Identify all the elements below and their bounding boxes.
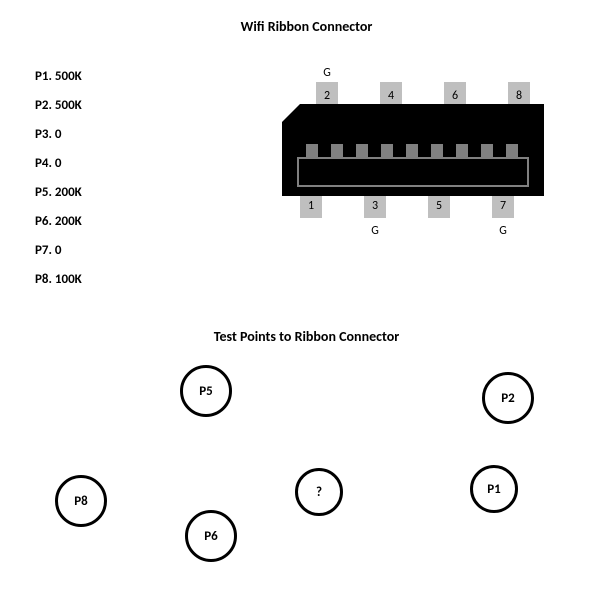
title-wifi-ribbon: Wifi Ribbon Connector <box>0 18 613 35</box>
svg-text:3: 3 <box>372 199 378 213</box>
pin-value-row: P6. 200K <box>35 207 82 236</box>
svg-text:6: 6 <box>452 89 458 103</box>
svg-text:8: 8 <box>516 89 522 103</box>
pin-value-row: P8. 100K <box>35 265 82 294</box>
pin-value-row: P2. 500K <box>35 91 82 120</box>
svg-text:G: G <box>323 66 331 80</box>
svg-text:7: 7 <box>500 199 506 213</box>
svg-text:5: 5 <box>436 199 442 213</box>
test-point-p8: P8 <box>55 475 107 527</box>
svg-text:1: 1 <box>308 199 314 213</box>
pin-value-row: P3. 0 <box>35 120 82 149</box>
pin-value-list: P1. 500KP2. 500KP3. 0P4. 0P5. 200KP6. 20… <box>35 62 82 294</box>
test-point-p5: P5 <box>180 365 232 417</box>
test-point-p6: P6 <box>185 510 237 562</box>
svg-text:4: 4 <box>388 89 394 103</box>
svg-text:2: 2 <box>324 89 330 103</box>
title-test-points: Test Points to Ribbon Connector <box>0 328 613 345</box>
pin-value-row: P4. 0 <box>35 149 82 178</box>
pin-value-row: P1. 500K <box>35 62 82 91</box>
test-point-p2: P2 <box>482 372 534 424</box>
pin-value-row: P7. 0 <box>35 236 82 265</box>
test-points-diagram: P5 P2 P8? P1 P6 <box>0 360 613 600</box>
svg-text:G: G <box>371 224 379 238</box>
test-point-?: ? <box>295 468 343 516</box>
test-point-p1: P1 <box>470 465 518 513</box>
svg-text:G: G <box>499 224 507 238</box>
connector-diagram: 2 G 4 6 8 1 3 G 5 7 G <box>268 62 558 262</box>
pin-value-row: P5. 200K <box>35 178 82 207</box>
